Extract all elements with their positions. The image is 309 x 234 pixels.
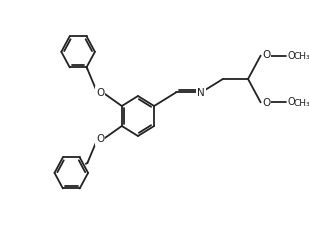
Text: CH₃: CH₃: [293, 52, 309, 61]
Text: CH₃: CH₃: [293, 99, 309, 108]
Text: O: O: [262, 50, 271, 60]
Text: O: O: [262, 98, 271, 108]
Text: O: O: [96, 88, 104, 98]
Text: O: O: [288, 97, 295, 107]
Text: O: O: [288, 51, 295, 61]
Text: O: O: [96, 135, 104, 145]
Text: N: N: [197, 88, 205, 98]
